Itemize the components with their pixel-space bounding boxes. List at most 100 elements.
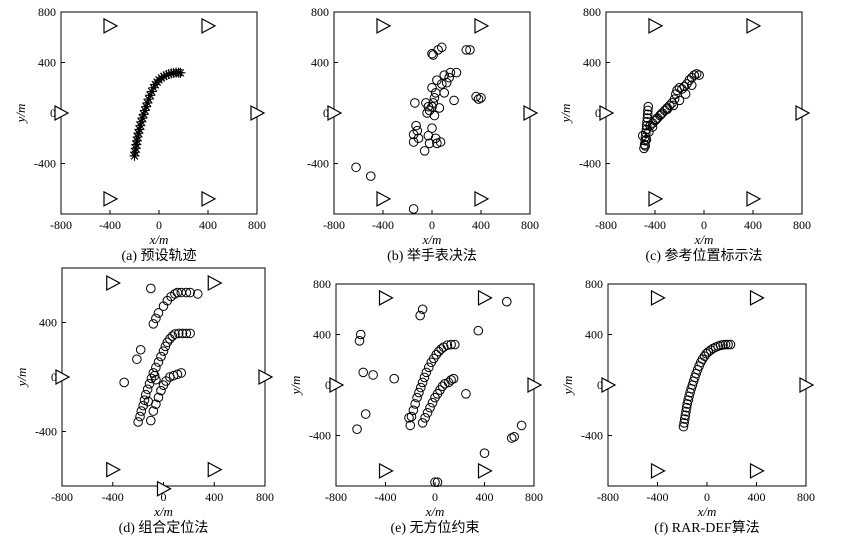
anchor-triangle-icon [54,104,70,122]
data-point [703,347,714,357]
data-point [680,89,691,99]
y-tick-label: -400 [35,425,57,439]
data-point [351,162,361,173]
anchor-triangle-icon [376,17,392,34]
data-point [674,82,685,93]
data-point [451,67,462,78]
data-point [656,109,666,120]
x-tick-label: 400 [748,490,766,504]
data-point-star [142,97,153,108]
y-tick-label: 400 [585,328,603,342]
data-point [479,448,490,458]
data-point [153,308,164,318]
data-point [432,477,443,488]
x-tick-label: 0 [161,490,167,504]
x-tick-label: -800 [51,490,73,504]
data-point [448,373,459,384]
data-point [723,339,733,350]
plot-frame [335,283,535,487]
anchor-triangle-icon [599,104,615,122]
x-tick-label: 800 [797,490,815,504]
data-point [680,410,691,421]
data-point-star [139,105,150,116]
anchor-triangle-icon [327,104,343,122]
data-point [411,120,421,131]
data-point [450,339,460,350]
panel-caption: (d) 组合定位法 [119,520,209,536]
data-point [669,94,680,104]
data-point [408,204,419,214]
data-point [430,477,440,488]
chart-panel-4: -800 -400 0 400 800 -400 0 400 800 x/m y/m (e) 无方位约… [288,277,543,536]
anchor-triangle-icon [55,368,71,386]
anchor-triangle-icon [378,462,394,479]
data-point [162,337,173,348]
data-point [427,82,437,93]
x-tick-label: 0 [432,490,438,504]
anchor-triangle-icon [477,462,493,479]
data-point [170,289,180,299]
x-tick-label: -400 [644,218,666,232]
data-point [422,108,432,118]
data-point [421,367,432,378]
anchor-triangle-icon [106,274,122,291]
data-point [471,91,481,102]
data-point [158,346,169,356]
anchor-triangle-icon [523,104,539,122]
data-point-star [132,131,143,142]
y-tick-label: 0 [323,106,329,120]
data-point [142,384,153,395]
anchor-triangle-icon [376,190,392,207]
data-point [473,94,484,104]
data-point [413,133,424,144]
data-point-star [133,128,144,139]
data-point [167,331,178,341]
data-point [437,79,447,89]
data-point [427,48,437,59]
y-tick-label: 0 [595,106,601,120]
data-point [148,406,159,416]
y-axis-label: y/m [560,376,575,397]
y-tick-label: -400 [309,429,331,443]
chart-panel-1: -800 -400 0 400 800 -400 0 400 800 x/m(b) 举手表决法 [307,5,539,264]
y-tick-label: 400 [311,56,329,70]
data-point [404,413,414,423]
x-axis-label: x/m [422,232,442,247]
data-point [415,382,426,393]
data-point [641,120,652,131]
data-point [445,67,456,78]
plot-frame [60,11,258,215]
data-point [119,377,129,388]
data-point [425,402,435,413]
data-point [434,103,445,113]
data-point-star [143,94,154,105]
data-point [642,109,653,120]
data-point [424,105,435,116]
data-point [424,138,435,149]
data-point [689,70,700,80]
plot-frame [607,283,807,487]
y-tick-label: 800 [311,5,329,19]
x-axis-label: x/m [697,504,717,519]
y-tick-label: 800 [313,277,331,291]
x-axis-label: x/m [425,504,445,519]
data-point [151,313,161,324]
data-point [417,377,428,388]
data-point [140,389,151,400]
data-point [441,77,452,88]
panel-caption: (a) 预设轨迹 [121,248,196,264]
data-point [368,370,378,380]
data-point [135,344,146,355]
data-point-star [135,120,146,131]
x-tick-label: -400 [99,218,121,232]
data-point [465,45,475,55]
x-tick-label: 0 [701,218,707,232]
data-point-star [131,139,142,150]
anchor-triangle-icon [207,274,223,291]
data-point [419,146,430,156]
data-point [428,50,439,60]
data-point-star [158,71,169,82]
x-tick-label: 400 [476,490,494,504]
data-point [476,93,486,103]
anchor-triangle-icon [477,289,493,306]
